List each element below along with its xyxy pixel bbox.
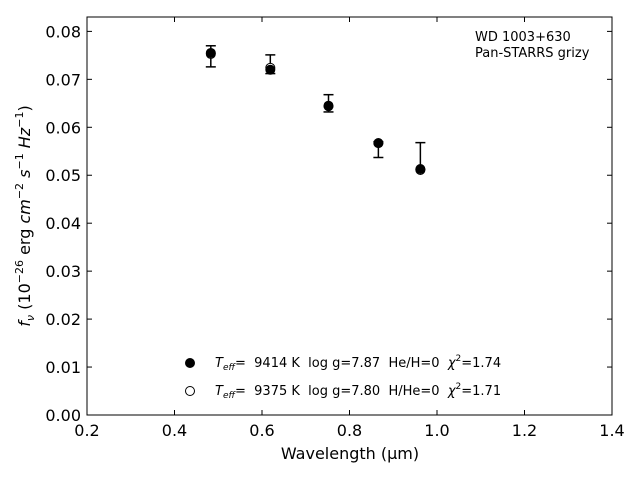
- x-tick-label: 1.2: [512, 421, 537, 440]
- point-filled: [415, 164, 426, 175]
- x-tick-labels: 0.2 0.4 0.6 0.8 1.0 1.2 1.4: [74, 421, 624, 440]
- y-tick-label: 0.07: [45, 70, 81, 89]
- y-tick-label: 0.04: [45, 214, 81, 233]
- y-axis-label: fν (10−26 erg cm−2 s−1 Hz−1): [13, 105, 37, 326]
- x-tick-label: 0.2: [74, 421, 99, 440]
- y-tick-label: 0.06: [45, 118, 81, 137]
- y-tick-label: 0.05: [45, 166, 81, 185]
- legend-entry-1: Teff= 9414 K log g=7.87 He/H=0 χ2=1.74: [215, 354, 501, 373]
- annotation-object: WD 1003+630: [475, 30, 571, 45]
- point-filled: [265, 64, 276, 75]
- x-axis-label: Wavelength (μm): [281, 444, 419, 463]
- y-tick-label: 0.03: [45, 262, 81, 281]
- y-tick-label: 0.01: [45, 358, 81, 377]
- data-points: [205, 47, 426, 175]
- point-filled: [205, 47, 216, 58]
- legend-marker-open: [185, 386, 195, 396]
- x-tick-label: 1.0: [424, 421, 449, 440]
- point-filled: [373, 138, 384, 149]
- x-tick-label: 1.4: [599, 421, 624, 440]
- y-tick-label: 0.02: [45, 310, 81, 329]
- legend: Teff= 9414 K log g=7.87 He/H=0 χ2=1.74 T…: [185, 354, 501, 401]
- y-tick-label: 0.08: [45, 22, 81, 41]
- x-tick-label: 0.4: [162, 421, 187, 440]
- plot-area: [86, 16, 613, 416]
- x-tick-label: 0.6: [249, 421, 274, 440]
- x-tick-label: 0.8: [337, 421, 362, 440]
- x-axis-label-text: Wavelength (μm): [281, 444, 419, 463]
- point-filled: [323, 100, 334, 111]
- y-tick-label: 0.00: [45, 406, 81, 425]
- axis-ticks: [86, 17, 613, 416]
- annotation-survey: Pan-STARRS grizy: [475, 46, 590, 61]
- legend-marker-filled: [185, 358, 195, 368]
- legend-entry-2: Teff= 9375 K log g=7.80 H/He=0 χ2=1.71: [215, 382, 501, 401]
- y-tick-labels: 0.00 0.01 0.02 0.03 0.04 0.05 0.06 0.07 0.08: [45, 22, 81, 425]
